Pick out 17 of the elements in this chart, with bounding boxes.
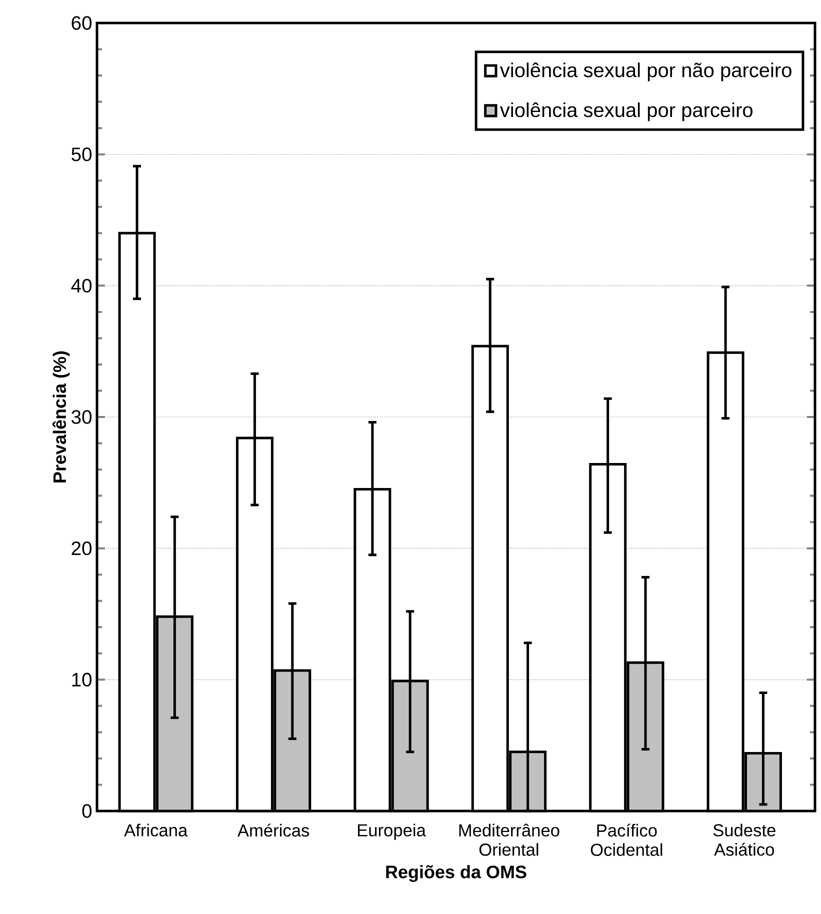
- y-tick-label: 30: [72, 410, 92, 424]
- x-tick-label: Pacífico Ocidental: [590, 824, 662, 856]
- y-tick-label: 20: [72, 541, 92, 556]
- y-tick-label: 60: [72, 16, 92, 30]
- x-tick-label: Mediterrâneo Oriental: [459, 824, 560, 856]
- y-tick-label: 50: [72, 147, 92, 162]
- x-tick-label: Sudeste Asiático: [713, 824, 776, 856]
- x-tick-label: Europeia: [358, 824, 426, 840]
- y-axis-title: Prevalência (%): [52, 351, 70, 482]
- x-tick-label: Américas: [237, 824, 310, 837]
- x-axis-title: Regiões da OMS: [386, 865, 526, 882]
- y-tick-label: 40: [71, 278, 92, 293]
- x-tick-label: Africana: [124, 824, 188, 836]
- legend-label: violência sexual por não parceiro: [500, 62, 792, 82]
- y-tick-label: 0: [82, 804, 92, 818]
- y-tick-label: 10: [72, 672, 92, 687]
- legend-label: violência sexual por parceiro: [500, 102, 752, 122]
